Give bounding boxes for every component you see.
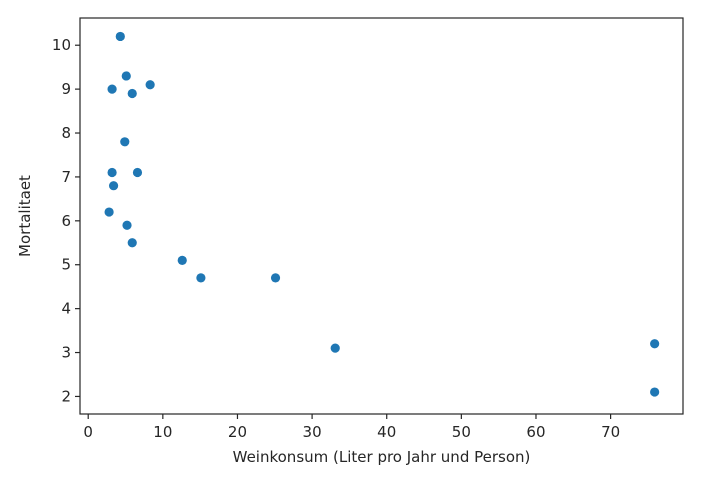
y-axis-label: Mortalitaet — [16, 175, 34, 257]
data-point — [330, 343, 340, 353]
data-point — [108, 181, 119, 191]
x-tick-label: 0 — [83, 423, 93, 441]
data-point — [650, 387, 660, 397]
data-point — [127, 238, 137, 248]
x-tick-label: 70 — [601, 423, 620, 441]
data-point — [270, 273, 281, 283]
data-point — [196, 273, 206, 283]
data-point — [115, 31, 125, 42]
data-point — [122, 220, 132, 230]
x-tick-label: 50 — [452, 423, 471, 441]
data-point — [177, 255, 187, 265]
x-tick-label: 10 — [153, 423, 172, 441]
y-tick-label: 5 — [61, 256, 71, 274]
data-point — [132, 167, 143, 178]
y-tick-label: 4 — [61, 300, 71, 318]
y-tick-label: 8 — [61, 124, 71, 142]
data-point — [121, 71, 131, 81]
y-tick-label: 10 — [52, 36, 71, 54]
data-point — [127, 88, 137, 99]
x-axis-label: Weinkonsum (Liter pro Jahr und Person) — [233, 448, 531, 466]
data-point — [120, 137, 130, 147]
plot-area — [104, 31, 660, 397]
x-tick-label: 60 — [526, 423, 545, 441]
x-axis: 0 10 20 30 40 50 60 70 — [83, 414, 620, 441]
y-tick-label: 2 — [61, 387, 71, 405]
data-point — [650, 339, 660, 349]
x-tick-label: 30 — [303, 423, 322, 441]
y-tick-label: 7 — [61, 168, 71, 186]
data-point — [145, 80, 155, 90]
y-tick-label: 9 — [61, 80, 71, 98]
x-tick-label: 20 — [228, 423, 247, 441]
plot-frame — [79, 17, 684, 415]
data-point — [104, 207, 114, 217]
data-point — [107, 84, 117, 94]
data-point — [107, 167, 117, 178]
y-axis: 2 3 4 5 6 7 8 9 10 — [52, 36, 80, 405]
x-tick-label: 40 — [377, 423, 396, 441]
y-tick-label: 3 — [61, 344, 71, 362]
y-tick-label: 6 — [61, 212, 71, 230]
